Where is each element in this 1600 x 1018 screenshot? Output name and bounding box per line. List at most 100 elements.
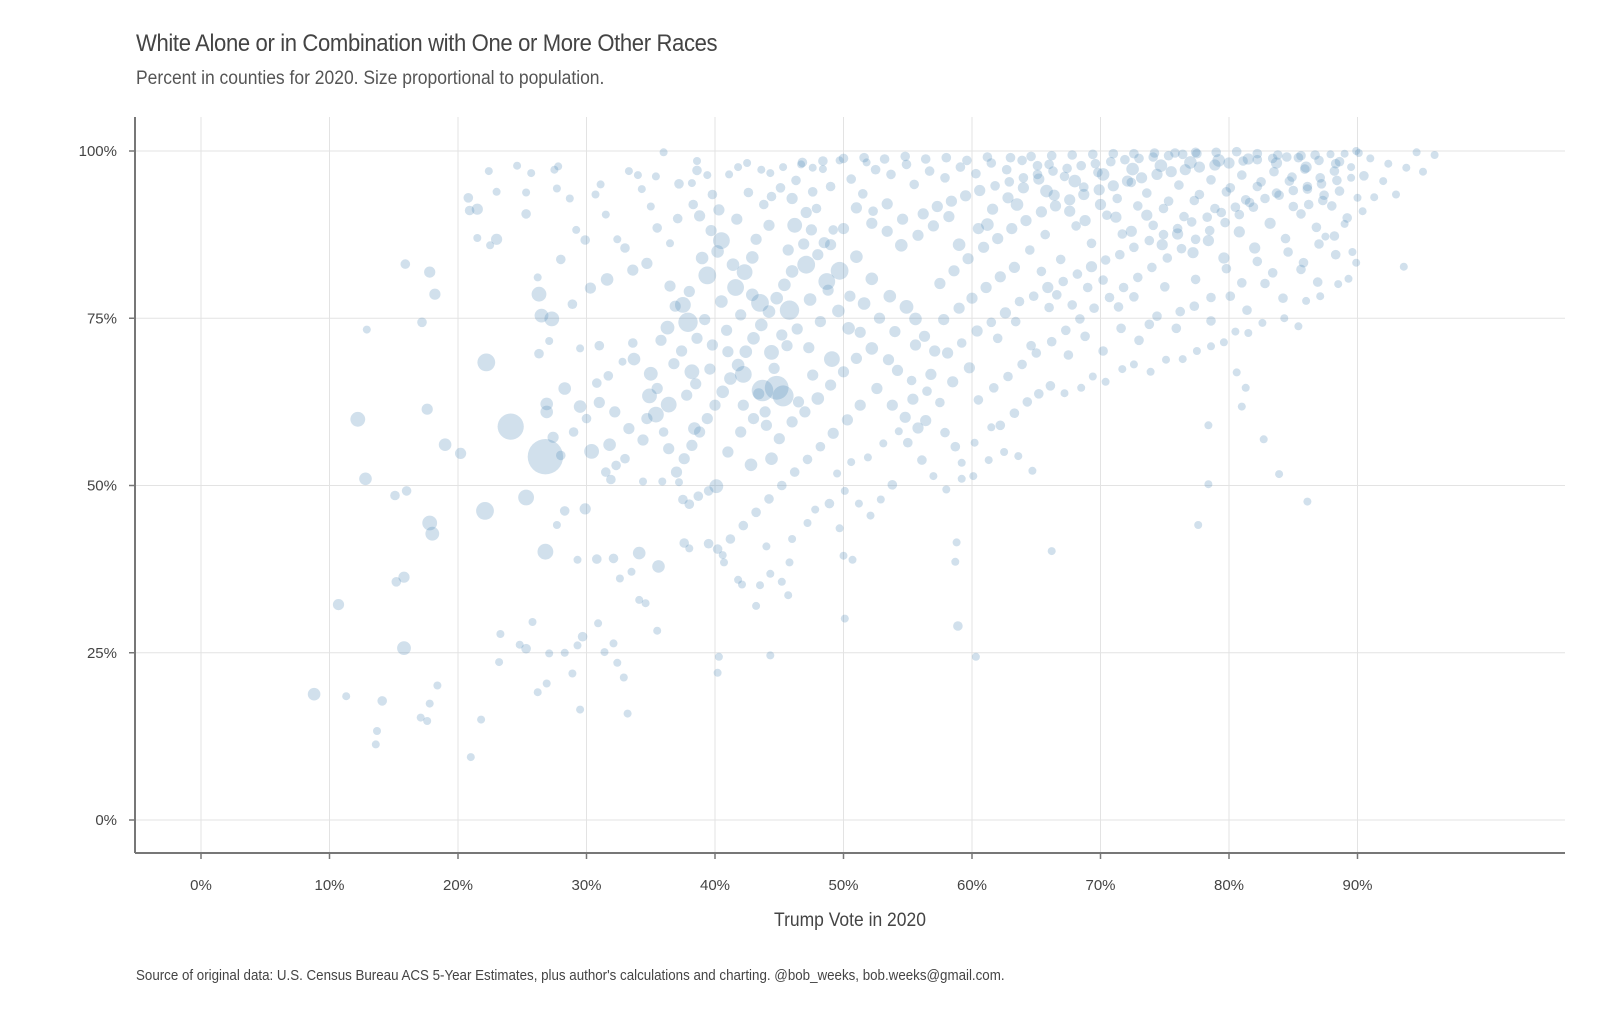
data-point: [1098, 275, 1108, 285]
data-point: [1133, 272, 1143, 283]
data-point: [825, 239, 837, 251]
data-point: [545, 337, 554, 345]
data-point: [764, 494, 774, 504]
data-point: [1267, 268, 1278, 278]
data-point: [956, 338, 967, 348]
data-point: [786, 416, 798, 428]
data-point: [721, 324, 733, 336]
data-point: [1293, 152, 1304, 163]
data-point: [593, 396, 605, 409]
data-point: [912, 422, 924, 434]
data-point: [678, 453, 690, 465]
data-point: [972, 223, 985, 235]
data-point: [763, 219, 775, 231]
data-point: [1280, 233, 1291, 244]
data-point: [1225, 183, 1236, 193]
data-point: [694, 210, 706, 222]
data-point: [1134, 335, 1144, 346]
data-point: [641, 599, 650, 608]
data-point: [1256, 177, 1266, 187]
data-point: [422, 515, 438, 531]
data-point: [1347, 173, 1356, 182]
data-point: [1300, 164, 1310, 174]
data-point: [963, 362, 976, 374]
data-point: [1340, 149, 1349, 158]
data-point: [1399, 262, 1408, 271]
data-point: [797, 255, 816, 274]
data-point: [899, 411, 911, 423]
data-point: [764, 345, 779, 360]
data-point: [1318, 195, 1328, 206]
data-point: [943, 211, 955, 223]
data-point: [531, 286, 547, 302]
data-point: [868, 206, 878, 216]
data-point: [1178, 355, 1187, 364]
data-point: [1046, 150, 1057, 161]
data-point: [639, 477, 647, 486]
data-point: [473, 234, 482, 242]
data-point: [1252, 148, 1263, 159]
data-point: [660, 396, 677, 413]
data-point: [1005, 152, 1016, 163]
data-point: [1315, 173, 1325, 183]
data-point: [734, 163, 743, 172]
data-point: [1267, 153, 1278, 164]
data-point: [699, 314, 711, 326]
data-point: [1006, 223, 1018, 235]
data-point: [940, 427, 950, 438]
data-point: [433, 681, 442, 690]
data-point: [737, 399, 749, 411]
data-point: [1177, 149, 1188, 160]
data-point: [747, 413, 760, 425]
data-point: [1163, 196, 1174, 206]
data-point: [1358, 207, 1367, 216]
data-point: [429, 288, 441, 300]
data-point: [1163, 150, 1174, 161]
data-point: [1202, 235, 1214, 247]
data-point: [1048, 189, 1060, 201]
data-point: [1221, 263, 1232, 274]
data-point: [690, 378, 702, 390]
data-point: [738, 520, 749, 531]
data-point: [576, 344, 585, 353]
data-point: [971, 652, 980, 661]
data-point: [900, 151, 910, 162]
data-point: [803, 519, 812, 527]
data-point: [1129, 292, 1139, 302]
data-point: [920, 154, 931, 164]
data-point: [1047, 547, 1056, 556]
data-point: [1020, 215, 1032, 227]
data-point: [957, 474, 966, 483]
data-point: [484, 167, 493, 176]
data-point: [1259, 435, 1268, 444]
data-point: [676, 345, 688, 357]
data-point: [613, 658, 622, 667]
data-point: [835, 156, 844, 165]
data-point: [1186, 217, 1197, 227]
data-point: [658, 477, 667, 486]
x-axis-ticks: 0% 10% 20% 30% 40% 50% 60% 70% 80% 90%: [190, 853, 1373, 894]
data-point: [881, 225, 893, 237]
data-point: [1219, 338, 1228, 347]
data-point: [423, 717, 432, 725]
data-point: [1025, 245, 1035, 255]
data-point: [1352, 147, 1361, 155]
data-point: [1017, 182, 1029, 194]
data-point: [362, 325, 371, 334]
data-point: [359, 472, 372, 486]
data-point: [1342, 213, 1352, 223]
data-point: [1098, 346, 1108, 356]
chart-subtitle: Percent in counties for 2020. Size propo…: [136, 68, 605, 89]
data-point: [1234, 209, 1245, 220]
data-point: [1031, 348, 1042, 358]
data-point: [620, 243, 630, 253]
data-point: [1014, 296, 1025, 307]
data-point: [603, 438, 616, 452]
data-point: [425, 526, 440, 541]
source-note: Source of original data: U.S. Census Bur…: [136, 968, 1005, 984]
data-point: [684, 364, 700, 380]
data-point: [1067, 150, 1077, 160]
data-point: [1271, 188, 1282, 198]
data-point: [1040, 184, 1053, 198]
data-point: [554, 162, 563, 171]
